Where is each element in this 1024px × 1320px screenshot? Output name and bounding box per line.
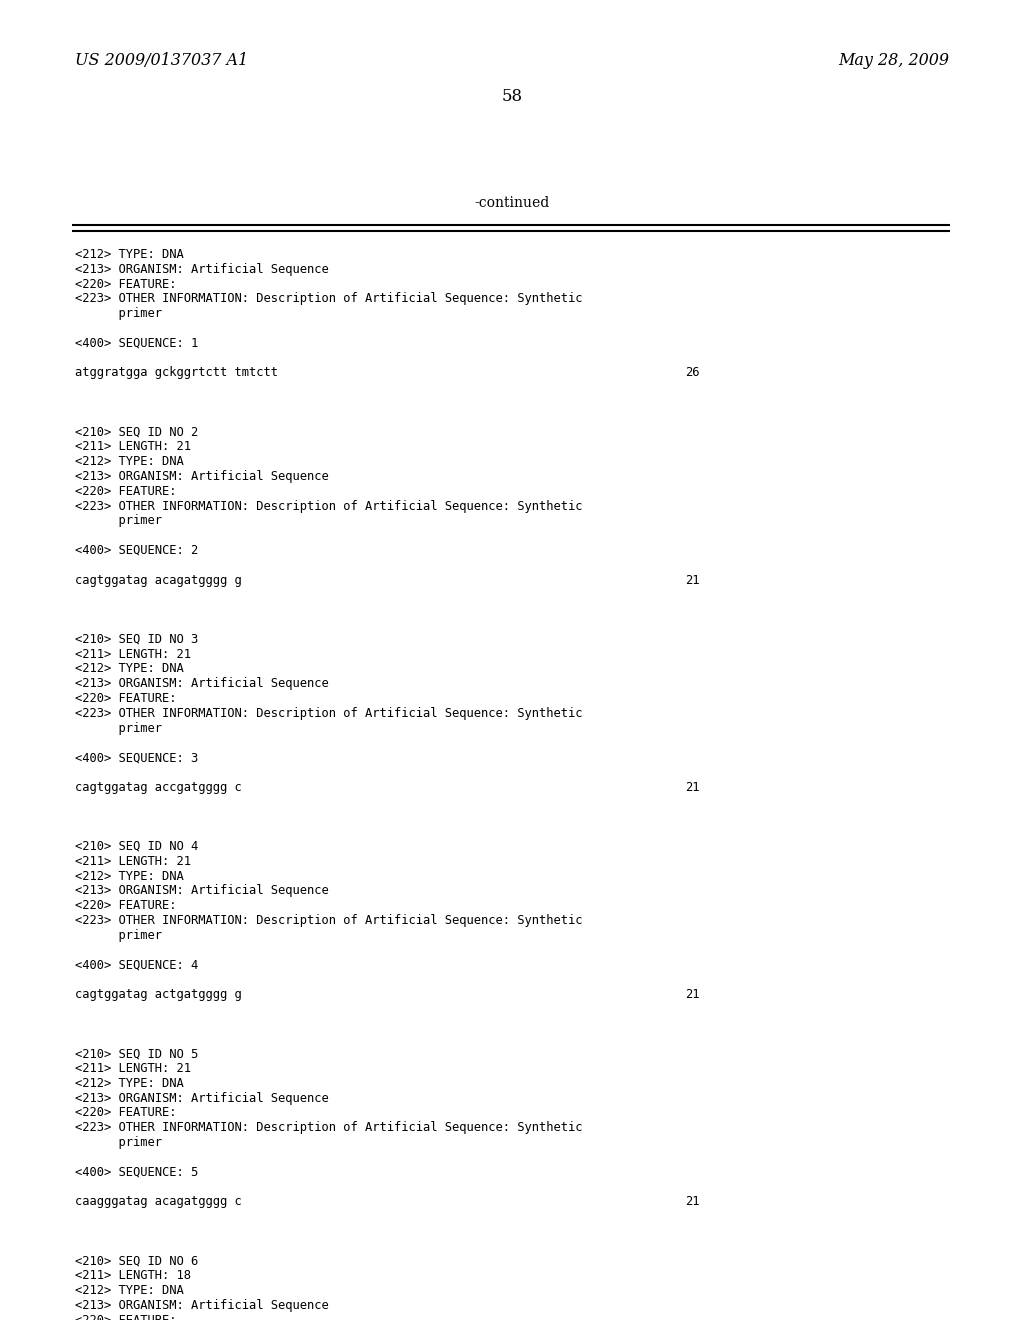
Text: <212> TYPE: DNA: <212> TYPE: DNA [75,1284,183,1298]
Text: cagtggatag actgatgggg g: cagtggatag actgatgggg g [75,987,242,1001]
Text: <210> SEQ ID NO 2: <210> SEQ ID NO 2 [75,425,199,438]
Text: <400> SEQUENCE: 1: <400> SEQUENCE: 1 [75,337,199,350]
Text: <211> LENGTH: 21: <211> LENGTH: 21 [75,648,191,660]
Text: <210> SEQ ID NO 3: <210> SEQ ID NO 3 [75,632,199,645]
Text: atggratgga gckggrtctt tmtctt: atggratgga gckggrtctt tmtctt [75,367,278,379]
Text: <220> FEATURE:: <220> FEATURE: [75,277,176,290]
Text: <213> ORGANISM: Artificial Sequence: <213> ORGANISM: Artificial Sequence [75,677,329,690]
Text: <213> ORGANISM: Artificial Sequence: <213> ORGANISM: Artificial Sequence [75,470,329,483]
Text: primer: primer [75,1137,162,1148]
Text: <223> OTHER INFORMATION: Description of Artificial Sequence: Synthetic: <223> OTHER INFORMATION: Description of … [75,1121,583,1134]
Text: <211> LENGTH: 21: <211> LENGTH: 21 [75,1063,191,1074]
Text: <223> OTHER INFORMATION: Description of Artificial Sequence: Synthetic: <223> OTHER INFORMATION: Description of … [75,706,583,719]
Text: <223> OTHER INFORMATION: Description of Artificial Sequence: Synthetic: <223> OTHER INFORMATION: Description of … [75,293,583,305]
Text: <223> OTHER INFORMATION: Description of Artificial Sequence: Synthetic: <223> OTHER INFORMATION: Description of … [75,499,583,512]
Text: <223> OTHER INFORMATION: Description of Artificial Sequence: Synthetic: <223> OTHER INFORMATION: Description of … [75,913,583,927]
Text: <400> SEQUENCE: 5: <400> SEQUENCE: 5 [75,1166,199,1179]
Text: <210> SEQ ID NO 6: <210> SEQ ID NO 6 [75,1254,199,1267]
Text: -continued: -continued [474,195,550,210]
Text: <210> SEQ ID NO 4: <210> SEQ ID NO 4 [75,840,199,853]
Text: <220> FEATURE:: <220> FEATURE: [75,484,176,498]
Text: <220> FEATURE:: <220> FEATURE: [75,692,176,705]
Text: primer: primer [75,929,162,941]
Text: <212> TYPE: DNA: <212> TYPE: DNA [75,1077,183,1090]
Text: <213> ORGANISM: Artificial Sequence: <213> ORGANISM: Artificial Sequence [75,1299,329,1312]
Text: 58: 58 [502,88,522,106]
Text: <212> TYPE: DNA: <212> TYPE: DNA [75,870,183,883]
Text: <210> SEQ ID NO 5: <210> SEQ ID NO 5 [75,1047,199,1060]
Text: primer: primer [75,515,162,528]
Text: 21: 21 [685,574,699,586]
Text: <400> SEQUENCE: 3: <400> SEQUENCE: 3 [75,751,199,764]
Text: <212> TYPE: DNA: <212> TYPE: DNA [75,248,183,261]
Text: 21: 21 [685,1195,699,1208]
Text: <211> LENGTH: 21: <211> LENGTH: 21 [75,441,191,453]
Text: primer: primer [75,308,162,321]
Text: <212> TYPE: DNA: <212> TYPE: DNA [75,455,183,469]
Text: <213> ORGANISM: Artificial Sequence: <213> ORGANISM: Artificial Sequence [75,884,329,898]
Text: primer: primer [75,722,162,735]
Text: cagtggatag accgatgggg c: cagtggatag accgatgggg c [75,781,242,793]
Text: <220> FEATURE:: <220> FEATURE: [75,1313,176,1320]
Text: <213> ORGANISM: Artificial Sequence: <213> ORGANISM: Artificial Sequence [75,263,329,276]
Text: May 28, 2009: May 28, 2009 [838,51,949,69]
Text: <400> SEQUENCE: 4: <400> SEQUENCE: 4 [75,958,199,972]
Text: US 2009/0137037 A1: US 2009/0137037 A1 [75,51,248,69]
Text: <400> SEQUENCE: 2: <400> SEQUENCE: 2 [75,544,199,557]
Text: caagggatag acagatgggg c: caagggatag acagatgggg c [75,1195,242,1208]
Text: <220> FEATURE:: <220> FEATURE: [75,899,176,912]
Text: <220> FEATURE:: <220> FEATURE: [75,1106,176,1119]
Text: <213> ORGANISM: Artificial Sequence: <213> ORGANISM: Artificial Sequence [75,1092,329,1105]
Text: <212> TYPE: DNA: <212> TYPE: DNA [75,663,183,676]
Text: <211> LENGTH: 21: <211> LENGTH: 21 [75,855,191,867]
Text: <211> LENGTH: 18: <211> LENGTH: 18 [75,1270,191,1282]
Text: cagtggatag acagatgggg g: cagtggatag acagatgggg g [75,574,242,586]
Text: 21: 21 [685,987,699,1001]
Text: 21: 21 [685,781,699,793]
Text: 26: 26 [685,367,699,379]
